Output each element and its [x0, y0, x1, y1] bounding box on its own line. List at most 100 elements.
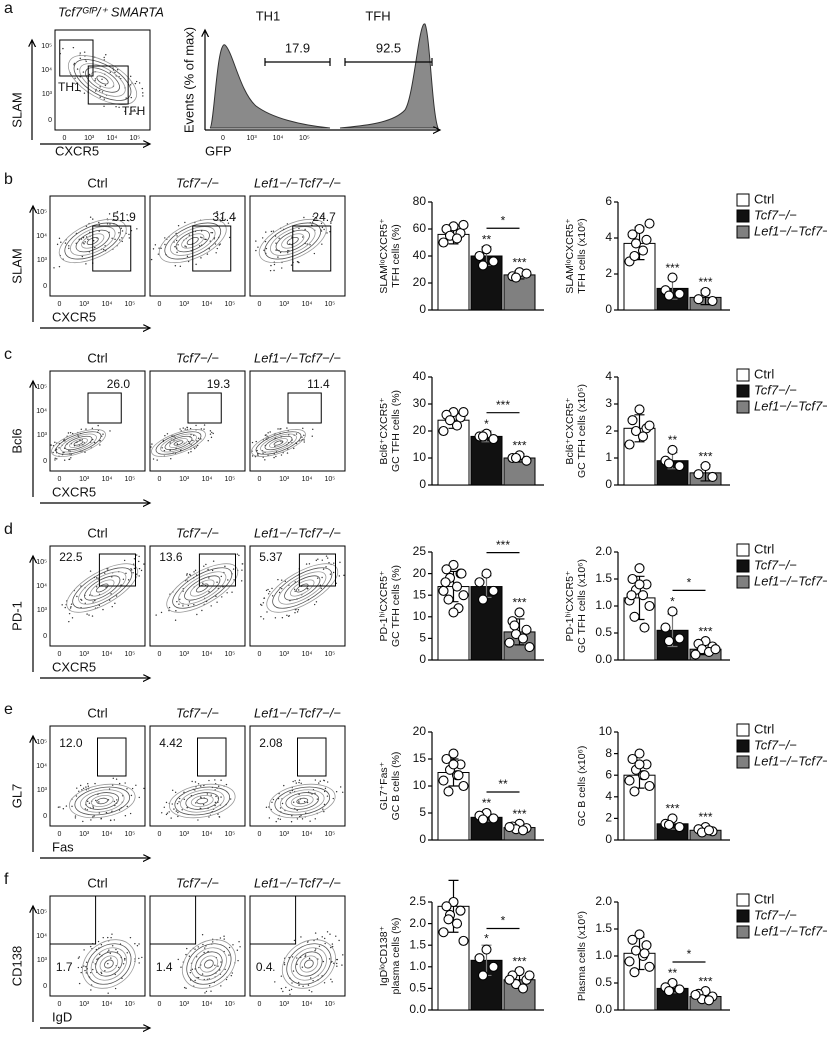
flow-event — [78, 956, 81, 958]
flow-event — [265, 589, 268, 592]
gate-value: 1.4 — [156, 960, 173, 974]
data-point — [488, 813, 499, 824]
flow-event — [296, 809, 298, 812]
flow-event — [290, 821, 293, 823]
flow-event — [177, 958, 179, 961]
flow-event — [165, 801, 168, 804]
legend-label: Ctrl — [754, 891, 774, 906]
plot-title: TFH — [365, 8, 390, 23]
flow-contour — [175, 229, 210, 253]
flow-event — [104, 245, 106, 247]
significance: * — [687, 947, 692, 961]
y-tick-label: 30 — [413, 396, 427, 410]
flow-contour — [73, 59, 132, 101]
flow-x-tick-label: 10⁵ — [324, 301, 335, 308]
gate-value: 31.4 — [212, 210, 236, 224]
flow-event — [84, 241, 86, 243]
data-point — [663, 636, 675, 647]
flow-plot-frame — [249, 895, 346, 997]
flow-event — [260, 603, 262, 606]
flow-event — [166, 433, 169, 435]
flow-event — [203, 951, 205, 954]
plot-title: Tcf7ᴳᶠᴾ/⁺ SMARTA — [58, 4, 164, 19]
flow-event — [128, 237, 131, 239]
flow-event — [264, 459, 266, 461]
flow-event — [188, 601, 191, 603]
flow-event — [216, 247, 218, 250]
flow-x-tick-label: 0 — [258, 476, 262, 483]
flow-event — [182, 605, 184, 607]
gate-value: 2.08 — [259, 736, 283, 750]
flow-event — [306, 243, 308, 245]
gate-value: 24.7 — [312, 210, 336, 224]
flow-event — [280, 987, 283, 990]
flow-event — [163, 806, 165, 808]
flow-event — [314, 779, 317, 781]
flow-y-tick-label: 10³ — [37, 607, 48, 614]
data-point — [504, 637, 515, 648]
flow-event — [94, 78, 97, 80]
flow-event — [116, 69, 119, 71]
flow-event — [316, 577, 319, 579]
flow-event — [288, 615, 291, 617]
flow-event — [219, 937, 222, 939]
flow-event — [85, 263, 87, 265]
y-tick-label: 5 — [419, 805, 426, 819]
flow-event — [310, 977, 312, 979]
y-tick-label: 20 — [413, 566, 427, 580]
flow-event — [297, 609, 300, 611]
flow-event — [196, 613, 198, 616]
flow-event — [130, 794, 133, 797]
flow-y-tick-label: 0 — [43, 983, 47, 990]
flow-event — [295, 433, 298, 435]
significance: *** — [496, 398, 510, 412]
flow-event — [225, 978, 228, 981]
significance: ** — [668, 433, 678, 447]
flow-event — [184, 428, 186, 430]
flow-event — [281, 587, 283, 590]
flow-event — [298, 800, 300, 802]
flow-event — [216, 601, 218, 603]
flow-event — [280, 975, 283, 977]
flow-event — [216, 211, 218, 213]
legend-label: Ctrl — [754, 541, 774, 556]
flow-event — [59, 806, 61, 808]
flow-event — [263, 597, 265, 599]
flow-event — [270, 230, 273, 233]
flow-event — [160, 611, 163, 614]
flow-event — [80, 428, 82, 430]
flow-event — [79, 439, 81, 441]
flow-event — [165, 813, 168, 816]
flow-event — [70, 606, 72, 608]
flow-event — [314, 818, 316, 820]
flow-x-tick-label: 10⁵ — [124, 831, 135, 838]
flow-event — [88, 73, 91, 76]
flow-x-tick-label: 0 — [158, 651, 162, 658]
flow-event — [308, 989, 310, 991]
flow-event — [333, 562, 335, 564]
flow-event — [309, 244, 311, 246]
flow-event — [194, 447, 196, 450]
flow-x-tick-label: 10³ — [84, 135, 95, 142]
flow-y-tick-label: 10⁴ — [36, 763, 47, 770]
gate-value: 11.4 — [307, 377, 330, 391]
flow-event — [297, 981, 300, 984]
data-point — [637, 245, 649, 256]
y-tick-label: 0.5 — [409, 981, 426, 995]
data-point — [474, 577, 485, 588]
flow-event — [265, 231, 267, 233]
flow-event — [331, 960, 333, 963]
plot-title: Lef1−/−Tcf7−/− — [254, 705, 341, 720]
flow-event — [68, 449, 70, 452]
flow-event — [312, 979, 314, 982]
x-axis-label: CXCR5 — [52, 309, 96, 324]
flow-event — [176, 802, 179, 805]
flow-event — [135, 784, 137, 786]
flow-event — [116, 210, 119, 213]
data-point — [477, 260, 489, 271]
flow-event — [342, 954, 344, 956]
flow-event — [200, 785, 202, 787]
flow-event — [100, 971, 102, 974]
flow-x-tick-label: 0 — [58, 476, 62, 483]
data-point — [438, 237, 449, 248]
